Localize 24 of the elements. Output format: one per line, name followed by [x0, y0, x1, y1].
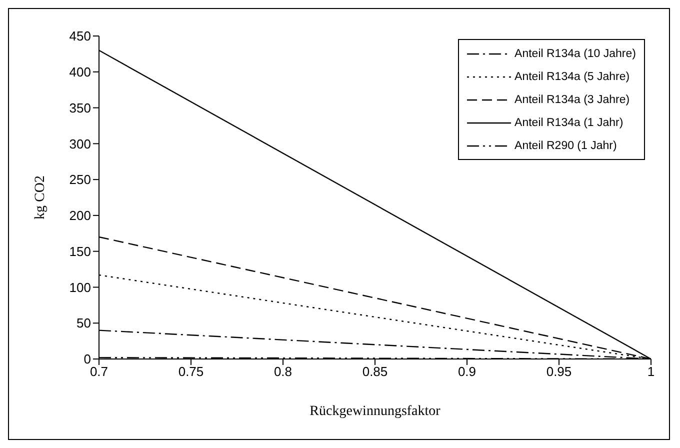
x-tick-label: 0.85: [362, 364, 388, 380]
x-tick-label: 0.9: [458, 364, 476, 380]
legend-label: Anteil R134a (1 Jahr): [514, 116, 624, 128]
y-tick-label: 450: [69, 28, 91, 44]
x-tick-label: 0.8: [274, 364, 292, 380]
x-tick-label: 1: [647, 364, 655, 380]
legend-label: Anteil R134a (10 Jahre): [514, 48, 636, 60]
y-tick-label: 250: [69, 172, 91, 188]
legend-label: Anteil R290 (1 Jahr): [514, 140, 617, 152]
legend-label: Anteil R134a (5 Jahre): [514, 70, 630, 82]
y-tick-label: 150: [69, 244, 91, 259]
y-tick-label: 100: [69, 280, 91, 295]
legend-label: Anteil R134a (3 Jahre): [514, 94, 630, 106]
x-tick-label: 0.7: [90, 364, 108, 380]
x-tick-label: 0.75: [178, 364, 204, 380]
y-tick-label: 400: [69, 64, 91, 80]
y-axis-title: kg CO2: [32, 176, 48, 220]
y-tick-label: 350: [69, 100, 91, 116]
y-tick-label: 50: [76, 316, 91, 331]
y-tick-label: 300: [69, 136, 91, 152]
y-tick-label: 200: [69, 208, 91, 224]
x-axis-title: Rückgewinnungsfaktor: [310, 404, 441, 419]
y-tick-label: 0: [84, 352, 91, 367]
x-tick-label: 0.95: [546, 364, 572, 380]
